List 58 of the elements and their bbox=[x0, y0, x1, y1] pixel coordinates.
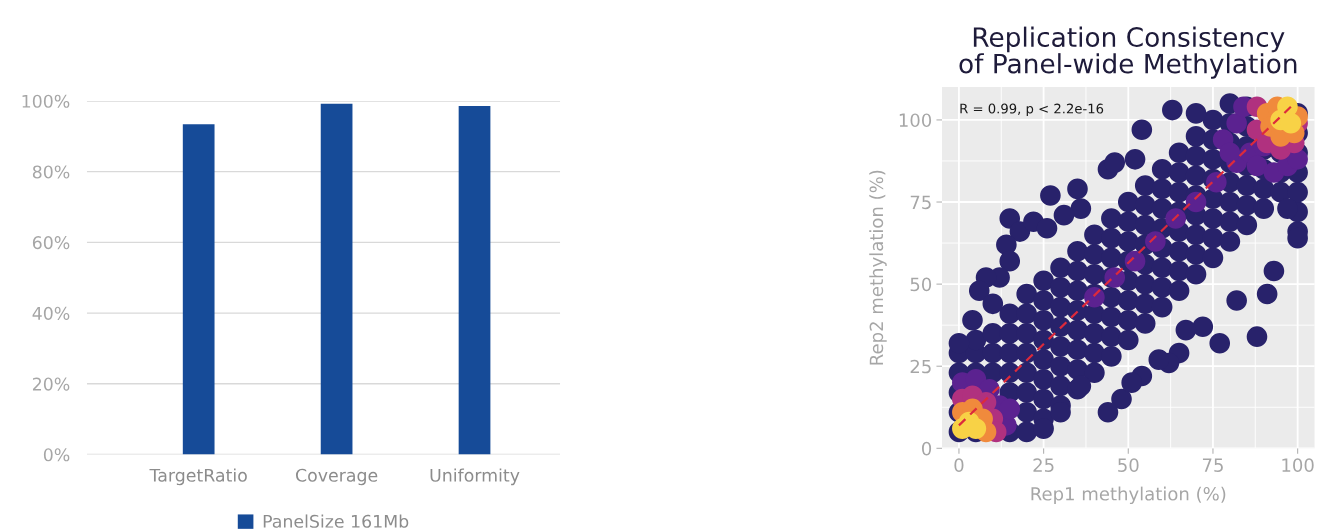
point bbox=[1121, 372, 1142, 393]
y-tick-label: 100 bbox=[899, 113, 932, 128]
x-tick-label: Coverage bbox=[295, 468, 378, 486]
point bbox=[982, 293, 1004, 315]
point bbox=[1185, 103, 1207, 124]
point bbox=[1277, 198, 1298, 219]
point bbox=[1263, 260, 1285, 282]
chart-title: Replication Consistency of Panel-wide Methylation bbox=[959, 26, 1297, 79]
y-tick-label: 20% bbox=[32, 377, 70, 391]
point bbox=[1111, 388, 1132, 410]
y-tick-label: 100% bbox=[22, 94, 70, 108]
y-tick-label: 0 bbox=[921, 441, 932, 456]
point bbox=[1070, 198, 1092, 219]
point bbox=[1219, 142, 1241, 164]
y-tick-label: 50 bbox=[910, 277, 932, 292]
point bbox=[1070, 375, 1092, 397]
point bbox=[1131, 119, 1153, 141]
x-tick-label: TargetRatio bbox=[149, 468, 247, 486]
x-tick-label: Uniformity bbox=[430, 468, 520, 486]
x-axis-title: Rep1 methylation (%) bbox=[1031, 486, 1226, 505]
x-tick-label: 25 bbox=[1033, 458, 1054, 473]
y-tick-label: 0% bbox=[43, 448, 70, 462]
y-tick-label: 75 bbox=[910, 195, 931, 210]
point bbox=[962, 309, 983, 331]
annotation: R = 0.99, p < 2.2e-16 bbox=[960, 103, 1104, 117]
point bbox=[1192, 316, 1214, 338]
point bbox=[1246, 326, 1268, 347]
point bbox=[999, 250, 1021, 272]
y-tick-label: 80% bbox=[32, 165, 70, 179]
point bbox=[1097, 401, 1119, 423]
point bbox=[1246, 155, 1268, 177]
point bbox=[968, 280, 990, 301]
point bbox=[1148, 349, 1170, 370]
point bbox=[1226, 290, 1247, 311]
point bbox=[1162, 99, 1183, 121]
legend-label: PanelSize 161Mb bbox=[263, 514, 409, 528]
point bbox=[1040, 185, 1061, 206]
y-tick-label: 25 bbox=[910, 359, 931, 374]
point bbox=[1124, 250, 1146, 272]
point bbox=[1067, 178, 1088, 200]
point bbox=[1175, 319, 1197, 341]
point bbox=[1104, 152, 1126, 173]
point bbox=[1209, 332, 1231, 354]
y-axis-title: Rep2 methylation (%) bbox=[869, 170, 887, 365]
point bbox=[1165, 208, 1186, 229]
x-tick-label: 50 bbox=[1118, 458, 1139, 473]
point bbox=[999, 398, 1021, 420]
x-tick-label: 0 bbox=[954, 458, 964, 473]
point bbox=[1036, 218, 1058, 239]
point bbox=[1145, 231, 1166, 252]
y-tick-label: 40% bbox=[32, 306, 70, 320]
point bbox=[1226, 112, 1247, 134]
y-tick-label: 60% bbox=[32, 236, 70, 250]
point bbox=[1124, 149, 1146, 170]
point bbox=[1053, 204, 1075, 226]
point bbox=[1256, 283, 1278, 305]
x-tick-label: 100 bbox=[1282, 458, 1314, 473]
x-tick-label: 75 bbox=[1202, 458, 1223, 473]
